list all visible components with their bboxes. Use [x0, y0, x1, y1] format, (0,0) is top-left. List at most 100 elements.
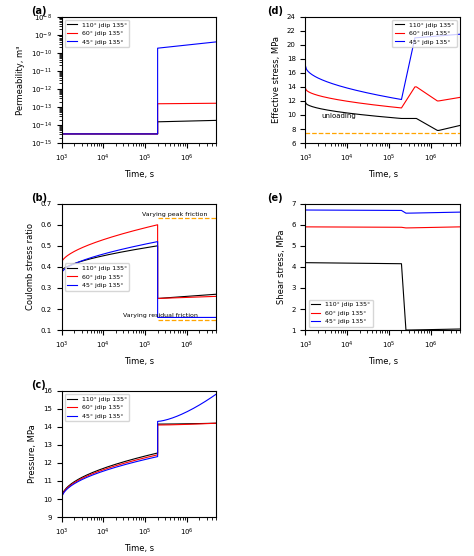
45° jdip 135° [302, 207, 308, 214]
45° jdip 135° [210, 393, 216, 400]
110° jdip 135° [370, 260, 375, 267]
110° jdip 135° [316, 105, 322, 112]
Legend: 110° jdip 135°, 60° jdip 135°, 45° jdip 135°: 110° jdip 135°, 60° jdip 135°, 45° jdip … [65, 20, 129, 47]
60° jdip 135° [359, 100, 365, 107]
Y-axis label: Shear stress, MPa: Shear stress, MPa [277, 230, 286, 304]
45° jdip 135° [59, 131, 64, 137]
60° jdip 135° [59, 131, 64, 137]
Text: (e): (e) [267, 193, 283, 203]
45° jdip 135° [370, 91, 375, 97]
45° jdip 135° [327, 207, 333, 214]
X-axis label: Time, s: Time, s [124, 170, 154, 178]
110° jdip 135° [213, 117, 219, 124]
Line: 45° jdip 135°: 45° jdip 135° [305, 210, 460, 213]
Y-axis label: Pressure, MPa: Pressure, MPa [28, 425, 37, 483]
45° jdip 135° [370, 207, 375, 214]
60° jdip 135° [302, 85, 308, 92]
60° jdip 135° [403, 225, 409, 231]
110° jdip 135° [302, 259, 308, 266]
110° jdip 135° [83, 472, 89, 479]
Text: (b): (b) [31, 193, 47, 203]
110° jdip 135° [308, 260, 313, 266]
Line: 60° jdip 135°: 60° jdip 135° [62, 423, 216, 499]
60° jdip 135° [191, 100, 197, 107]
45° jdip 135° [213, 391, 219, 398]
60° jdip 135° [457, 224, 463, 230]
60° jdip 135° [316, 224, 322, 230]
60° jdip 135° [127, 131, 132, 137]
60° jdip 135° [308, 90, 313, 96]
45° jdip 135° [310, 207, 316, 214]
45° jdip 135° [83, 474, 89, 481]
Text: unloading: unloading [321, 113, 356, 119]
Legend: 110° jdip 135°, 60° jdip 135°, 45° jdip 135°: 110° jdip 135°, 60° jdip 135°, 45° jdip … [65, 264, 129, 291]
45° jdip 135° [456, 209, 461, 216]
45° jdip 135° [457, 31, 463, 38]
X-axis label: Time, s: Time, s [367, 170, 398, 178]
Line: 45° jdip 135°: 45° jdip 135° [62, 394, 216, 499]
Line: 60° jdip 135°: 60° jdip 135° [305, 227, 460, 228]
60° jdip 135° [370, 224, 375, 231]
60° jdip 135° [327, 95, 333, 102]
45° jdip 135° [127, 131, 132, 137]
60° jdip 135° [210, 420, 216, 426]
60° jdip 135° [181, 100, 187, 107]
60° jdip 135° [308, 224, 313, 230]
110° jdip 135° [148, 131, 154, 137]
60° jdip 135° [302, 224, 308, 230]
60° jdip 135° [399, 105, 404, 111]
45° jdip 135° [126, 460, 131, 467]
60° jdip 135° [148, 131, 154, 137]
45° jdip 135° [73, 480, 78, 486]
Legend: 110° jdip 135°, 60° jdip 135°, 45° jdip 135°: 110° jdip 135°, 60° jdip 135°, 45° jdip … [309, 300, 373, 327]
Line: 110° jdip 135°: 110° jdip 135° [305, 102, 460, 131]
45° jdip 135° [148, 131, 154, 137]
110° jdip 135° [191, 117, 197, 124]
45° jdip 135° [310, 72, 316, 79]
60° jdip 135° [213, 420, 219, 426]
60° jdip 135° [66, 483, 72, 489]
110° jdip 135° [456, 122, 461, 129]
110° jdip 135° [64, 485, 69, 492]
110° jdip 135° [64, 131, 70, 137]
110° jdip 135° [308, 103, 313, 110]
45° jdip 135° [456, 31, 461, 38]
45° jdip 135° [308, 70, 313, 77]
110° jdip 135° [302, 99, 308, 106]
110° jdip 135° [370, 112, 375, 119]
110° jdip 135° [73, 478, 78, 484]
60° jdip 135° [73, 479, 78, 485]
60° jdip 135° [456, 224, 461, 230]
60° jdip 135° [457, 94, 463, 101]
60° jdip 135° [83, 473, 89, 480]
Text: (c): (c) [31, 380, 46, 390]
Line: 45° jdip 135°: 45° jdip 135° [62, 42, 216, 134]
Y-axis label: Coulomb stress ratio: Coulomb stress ratio [26, 224, 35, 310]
110° jdip 135° [213, 420, 219, 426]
45° jdip 135° [316, 75, 322, 82]
45° jdip 135° [327, 80, 333, 86]
Line: 110° jdip 135°: 110° jdip 135° [62, 423, 216, 498]
Text: Varying residual friction: Varying residual friction [123, 314, 198, 319]
110° jdip 135° [403, 327, 409, 334]
60° jdip 135° [412, 83, 418, 90]
X-axis label: Time, s: Time, s [124, 356, 154, 366]
110° jdip 135° [173, 118, 179, 125]
60° jdip 135° [370, 101, 375, 108]
45° jdip 135° [302, 62, 308, 69]
45° jdip 135° [66, 484, 72, 490]
110° jdip 135° [310, 260, 316, 266]
110° jdip 135° [126, 457, 131, 464]
Line: 110° jdip 135°: 110° jdip 135° [62, 121, 216, 134]
45° jdip 135° [64, 486, 69, 493]
Line: 45° jdip 135°: 45° jdip 135° [305, 34, 460, 100]
Text: Varying peak friction: Varying peak friction [142, 212, 207, 217]
110° jdip 135° [435, 127, 440, 134]
110° jdip 135° [59, 495, 64, 502]
110° jdip 135° [457, 326, 463, 332]
X-axis label: Time, s: Time, s [367, 356, 398, 366]
Line: 60° jdip 135°: 60° jdip 135° [305, 87, 460, 108]
60° jdip 135° [173, 100, 179, 107]
Line: 110° jdip 135°: 110° jdip 135° [305, 262, 460, 330]
60° jdip 135° [213, 100, 219, 107]
